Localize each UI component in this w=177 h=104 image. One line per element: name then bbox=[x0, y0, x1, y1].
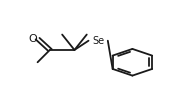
Text: O: O bbox=[29, 34, 38, 44]
Text: Se: Se bbox=[92, 36, 104, 46]
